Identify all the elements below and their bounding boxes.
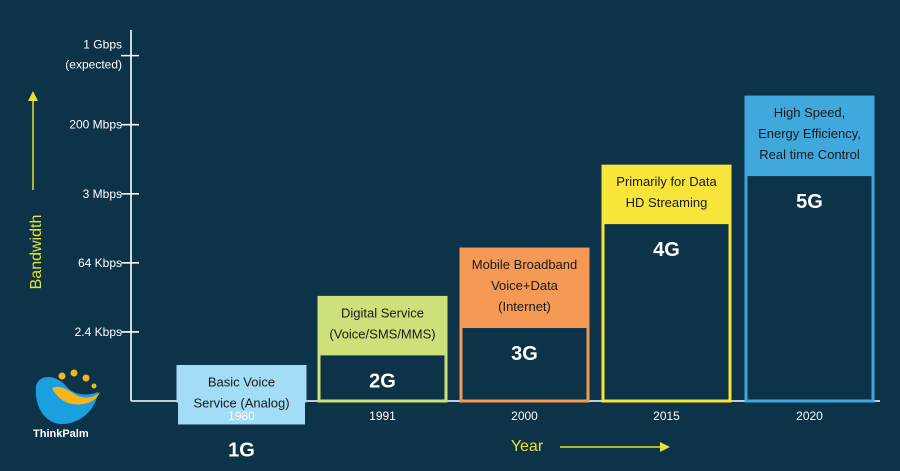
bar-description-box (178, 366, 305, 425)
bar-description-label: Basic Voice (208, 374, 275, 389)
bar-description-label: Service (Analog) (193, 395, 289, 410)
y-axis-arrow-head (28, 91, 38, 101)
bar-description-label: Real time Control (759, 147, 860, 162)
bar-description-label: Primarily for Data (616, 174, 717, 189)
bar-description-label: HD Streaming (626, 195, 708, 210)
bar-generation-label: 4G (653, 239, 680, 261)
y-tick-label: 1 Gbps (83, 38, 122, 52)
bar-generation-label: 2G (369, 370, 396, 392)
x-tick-label: 1980 (228, 409, 255, 423)
bar-description-box (603, 166, 730, 225)
bar-description-label: High Speed, (774, 105, 846, 120)
brand-name: ThinkPalm (33, 428, 89, 440)
bar-generation-label: 5G (796, 191, 823, 213)
bar-description-label: (Voice/SMS/MMS) (329, 326, 435, 341)
bar-description-label: Digital Service (341, 305, 424, 320)
bar-description-box (319, 297, 446, 356)
bar-description-label: Mobile Broadband (472, 257, 578, 272)
y-tick-label: (expected) (65, 58, 122, 72)
x-tick-label: 2000 (511, 409, 538, 423)
bar-description-box (461, 249, 588, 329)
bar-description-box (746, 97, 873, 177)
x-tick-label: 2015 (653, 409, 680, 423)
y-tick-label: 3 Mbps (83, 187, 122, 201)
y-tick-label: 2.4 Kbps (75, 325, 122, 339)
bar-description-label: Energy Efficiency, (758, 126, 861, 141)
y-tick-label: 64 Kbps (78, 256, 122, 270)
bar-description-label: (Internet) (498, 299, 551, 314)
x-axis-label: Year (511, 438, 544, 455)
bar-description-label: Voice+Data (491, 278, 559, 293)
x-tick-label: 2020 (796, 409, 823, 423)
y-tick-label: 200 Mbps (69, 118, 122, 132)
x-tick-label: 1991 (369, 409, 396, 423)
bar-generation-label: 3G (511, 343, 538, 365)
x-axis-arrow-head (660, 442, 670, 452)
bar-generation-label: 1G (228, 439, 255, 461)
y-axis-label: Bandwidth (28, 215, 45, 290)
